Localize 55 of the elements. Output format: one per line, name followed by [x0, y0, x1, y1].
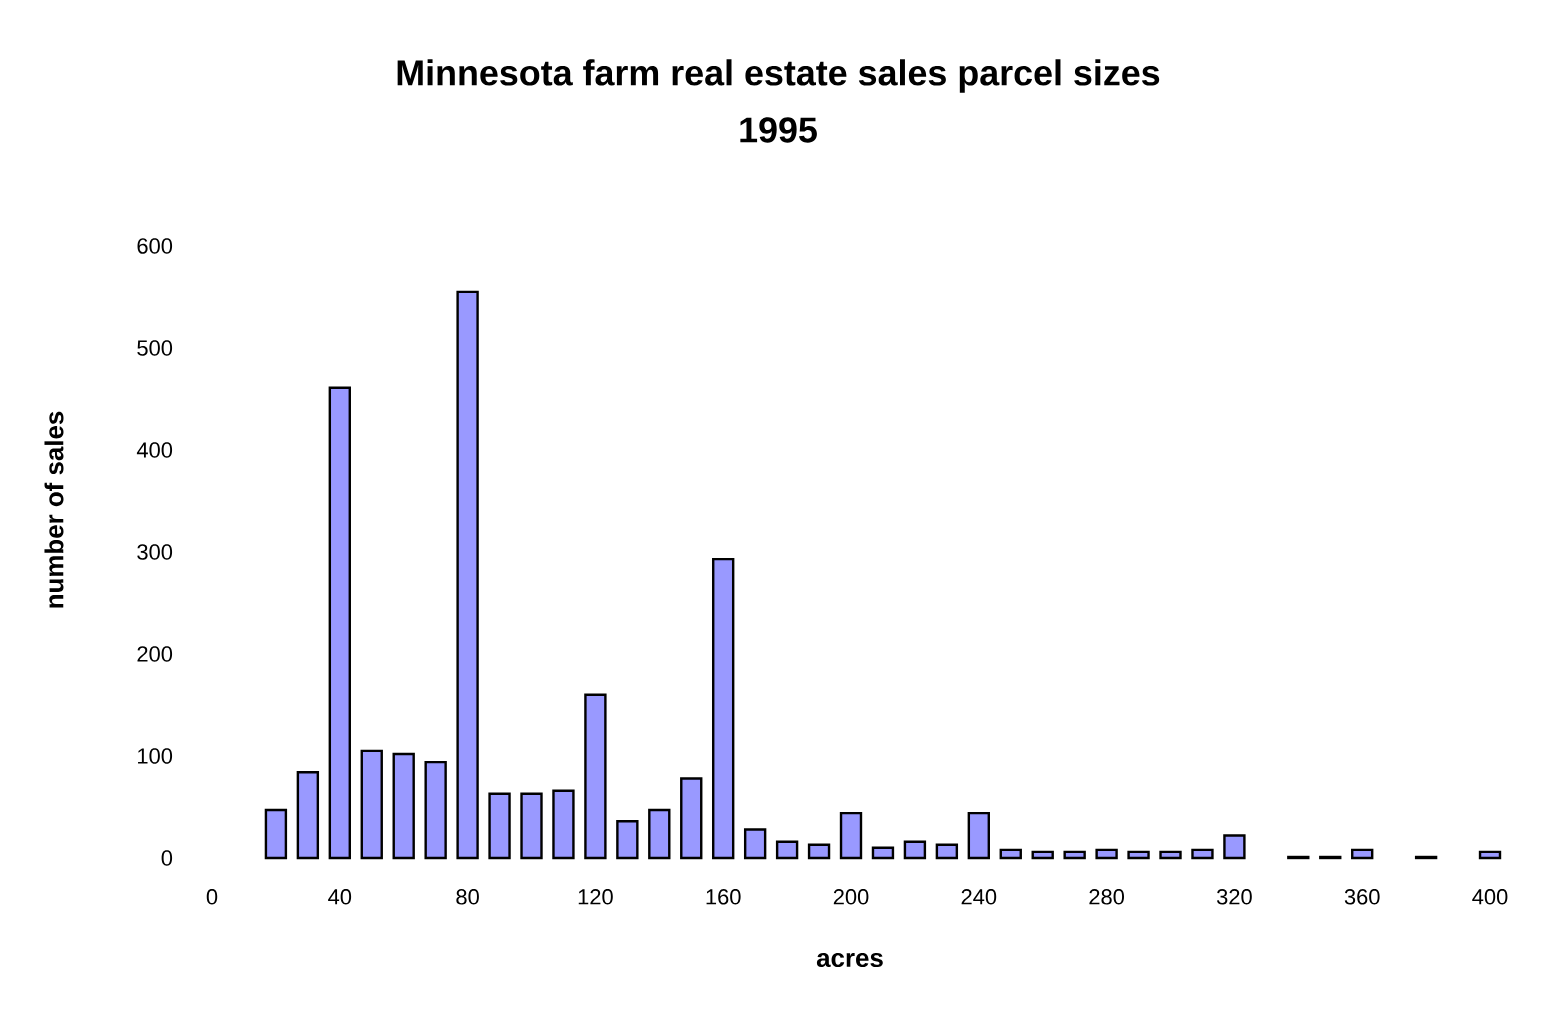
bar [871, 846, 895, 860]
y-tick-label: 100 [138, 748, 173, 764]
bar [1031, 850, 1054, 860]
bar [839, 811, 863, 860]
bar [712, 557, 735, 860]
chart-subtitle: 1995 [740, 117, 817, 143]
bar [775, 840, 799, 860]
bar [903, 840, 927, 860]
x-tick-label: 240 [961, 889, 997, 905]
x-tick-label: 200 [833, 889, 869, 905]
bar [296, 771, 320, 860]
bar [488, 792, 511, 860]
bar [616, 820, 639, 860]
y-tick-label: 400 [136, 442, 173, 458]
bar [999, 848, 1022, 860]
bar [648, 808, 671, 860]
bar [1159, 850, 1182, 860]
x-tick-label: 80 [456, 889, 479, 905]
bar [392, 752, 415, 860]
x-tick-label: 0 [206, 889, 218, 905]
y-tick-label: 300 [137, 544, 173, 560]
bar [456, 290, 479, 860]
chart-title: Minnesota farm real estate sales parcel sizes [397, 59, 1160, 93]
bar [1223, 834, 1246, 860]
bar [743, 828, 767, 860]
bar [552, 789, 575, 860]
bar [520, 792, 543, 860]
x-tick-label: 400 [1472, 889, 1508, 905]
bar [424, 760, 447, 860]
bar [1063, 850, 1086, 860]
x-axis-title: acres [816, 952, 883, 968]
x-tick-label: 120 [578, 889, 613, 905]
y-tick-label: 200 [137, 646, 173, 662]
x-tick-label: 40 [328, 889, 352, 905]
bar [328, 386, 351, 860]
bar [1127, 850, 1150, 860]
bar [584, 693, 607, 860]
bar [967, 811, 990, 860]
y-tick-label: 500 [137, 340, 173, 356]
bar [264, 808, 288, 860]
bar [1478, 850, 1502, 860]
bar [1351, 848, 1374, 860]
bar [1191, 848, 1214, 860]
x-tick-label: 160 [706, 889, 741, 905]
bar [680, 777, 703, 860]
y-tick-label: 600 [137, 238, 173, 254]
x-tick-label: 360 [1344, 889, 1380, 905]
bar [935, 843, 959, 860]
bar [1095, 848, 1118, 860]
y-tick-label: 0 [161, 850, 173, 866]
x-tick-label: 320 [1216, 889, 1252, 905]
bar [807, 843, 831, 860]
y-axis-title: number of sales [44, 411, 64, 608]
x-tick-label: 280 [1089, 889, 1125, 905]
bar [360, 749, 383, 860]
